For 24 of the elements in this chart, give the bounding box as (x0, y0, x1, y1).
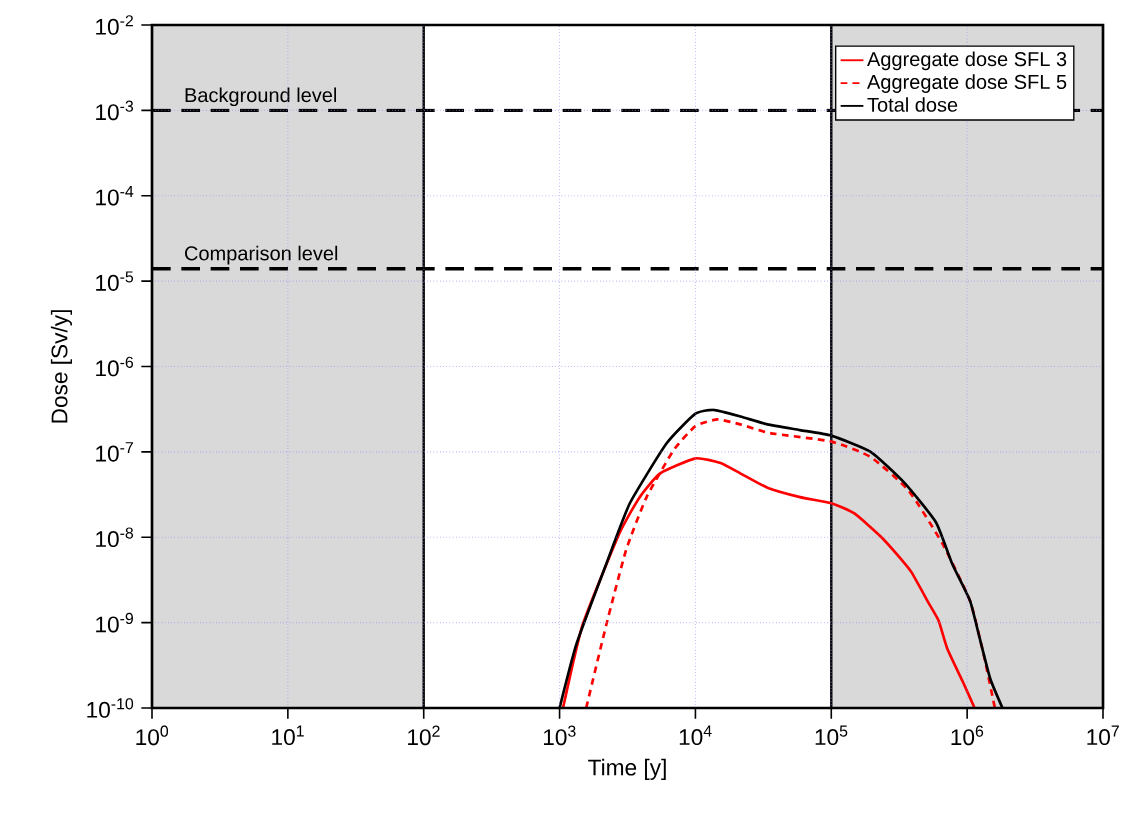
x-tick-label: 10$^{2}$ (408, 725, 440, 746)
legend-label: Aggregate dose SFL 3 (867, 51, 1067, 71)
y-tick-label: 10$^{-3}$ (96, 100, 134, 121)
x-tick-label: 10$^{7}$ (1087, 725, 1119, 746)
x-tick-label: 10$^{5}$ (815, 725, 848, 746)
y-tick-label: 10$^{-2}$ (96, 15, 133, 35)
x-tick-label: 10$^{6}$ (951, 725, 984, 746)
y-tick-label: 10$^{-8}$ (96, 527, 134, 548)
y-tick-label: 10$^{-4}$ (96, 186, 134, 206)
y-tick-label: 10$^{-7}$ (96, 442, 133, 462)
y-axis-title: Dose [Sv/y] (50, 310, 72, 423)
y-tick-label: 10$^{-6}$ (96, 356, 134, 377)
ref-line-label: Background level (185, 87, 337, 107)
x-tick-label: 10$^{4}$ (679, 725, 712, 746)
y-tick-label: 10$^{-5}$ (96, 271, 134, 291)
legend-label: Total dose (867, 97, 958, 112)
legend-label: Aggregate dose SFL 5 (867, 74, 1067, 93)
x-tick-label: 10$^{1}$ (272, 725, 304, 746)
y-tick-label: 10$^{-9}$ (96, 612, 133, 633)
x-tick-label: 10$^{3}$ (543, 725, 576, 746)
x-tick-label: 10$^{0}$ (136, 725, 169, 746)
ref-line-label: Comparison level (185, 245, 338, 265)
y-tick-label: 10$^{-10}$ (87, 698, 134, 718)
x-axis-title: Time [y] (588, 758, 666, 780)
